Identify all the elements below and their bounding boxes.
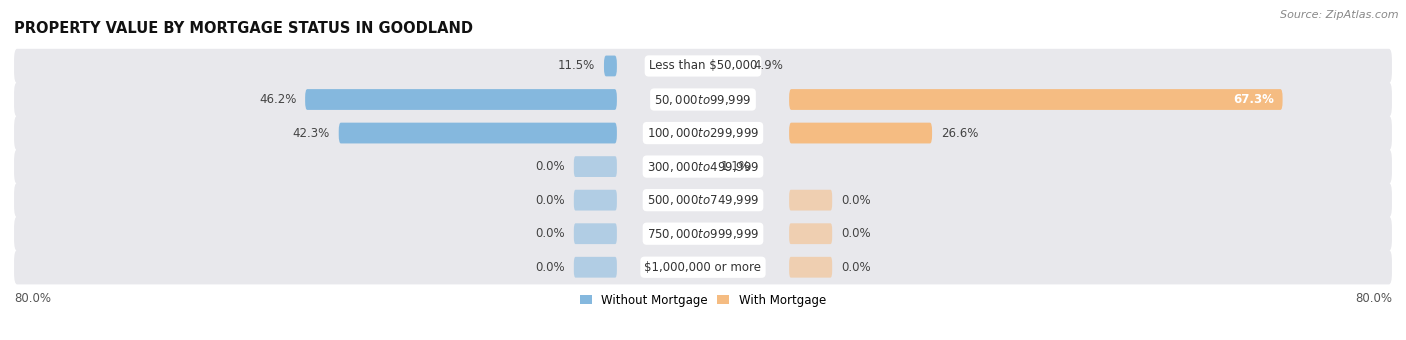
FancyBboxPatch shape	[789, 123, 932, 143]
FancyBboxPatch shape	[789, 257, 832, 278]
FancyBboxPatch shape	[574, 156, 617, 177]
FancyBboxPatch shape	[14, 183, 1392, 217]
Text: 42.3%: 42.3%	[292, 126, 330, 139]
Text: 80.0%: 80.0%	[14, 292, 51, 305]
Text: $300,000 to $499,999: $300,000 to $499,999	[647, 159, 759, 174]
Text: 1.1%: 1.1%	[721, 160, 751, 173]
Legend: Without Mortgage, With Mortgage: Without Mortgage, With Mortgage	[581, 294, 825, 307]
Text: 0.0%: 0.0%	[536, 160, 565, 173]
FancyBboxPatch shape	[339, 123, 617, 143]
FancyBboxPatch shape	[305, 89, 617, 110]
Text: $1,000,000 or more: $1,000,000 or more	[644, 261, 762, 274]
Text: $50,000 to $99,999: $50,000 to $99,999	[654, 92, 752, 106]
Text: 4.9%: 4.9%	[754, 59, 783, 72]
FancyBboxPatch shape	[14, 82, 1392, 117]
FancyBboxPatch shape	[574, 257, 617, 278]
Text: Source: ZipAtlas.com: Source: ZipAtlas.com	[1281, 10, 1399, 20]
FancyBboxPatch shape	[574, 190, 617, 210]
Text: $500,000 to $749,999: $500,000 to $749,999	[647, 193, 759, 207]
Text: 0.0%: 0.0%	[536, 261, 565, 274]
Text: PROPERTY VALUE BY MORTGAGE STATUS IN GOODLAND: PROPERTY VALUE BY MORTGAGE STATUS IN GOO…	[14, 21, 472, 36]
FancyBboxPatch shape	[789, 89, 1282, 110]
FancyBboxPatch shape	[574, 223, 617, 244]
Text: 46.2%: 46.2%	[259, 93, 297, 106]
FancyBboxPatch shape	[14, 250, 1392, 284]
FancyBboxPatch shape	[789, 223, 832, 244]
Text: 80.0%: 80.0%	[1355, 292, 1392, 305]
FancyBboxPatch shape	[789, 190, 832, 210]
Text: Less than $50,000: Less than $50,000	[648, 59, 758, 72]
Text: 11.5%: 11.5%	[558, 59, 595, 72]
FancyBboxPatch shape	[14, 217, 1392, 251]
Text: 26.6%: 26.6%	[941, 126, 979, 139]
Text: 0.0%: 0.0%	[536, 194, 565, 207]
Text: 0.0%: 0.0%	[841, 261, 870, 274]
FancyBboxPatch shape	[14, 116, 1392, 150]
Text: 0.0%: 0.0%	[536, 227, 565, 240]
Text: 0.0%: 0.0%	[841, 194, 870, 207]
Text: 0.0%: 0.0%	[841, 227, 870, 240]
FancyBboxPatch shape	[14, 49, 1392, 83]
Text: $100,000 to $299,999: $100,000 to $299,999	[647, 126, 759, 140]
Text: $750,000 to $999,999: $750,000 to $999,999	[647, 227, 759, 241]
FancyBboxPatch shape	[14, 150, 1392, 184]
Text: 67.3%: 67.3%	[1233, 93, 1274, 106]
FancyBboxPatch shape	[605, 55, 617, 76]
